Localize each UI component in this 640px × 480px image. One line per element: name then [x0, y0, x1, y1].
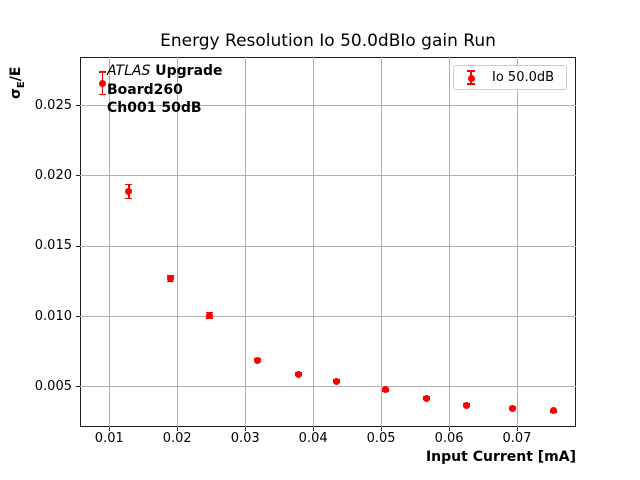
- y-gridline: [80, 316, 576, 318]
- y-tick-mark: [76, 386, 80, 388]
- x-tick-label: 0.05: [366, 431, 396, 446]
- data-point: [550, 407, 558, 415]
- legend-entry-label: Io 50.0dB: [492, 70, 555, 85]
- x-tick-mark: [516, 427, 518, 431]
- x-gridline: [108, 57, 110, 427]
- data-point: [253, 356, 261, 364]
- y-axis-label-subscript: E: [15, 81, 27, 89]
- y-tick-label: 0.005: [34, 378, 72, 394]
- errorbar-dot: [467, 74, 475, 82]
- data-point: [333, 377, 341, 385]
- annotation-line-2: Board260: [107, 81, 183, 98]
- y-gridline: [80, 175, 576, 177]
- errorbar-bottom-cap: [467, 83, 475, 85]
- annotation-atlas-text: ATLAS: [107, 63, 151, 79]
- y-tick-mark: [76, 175, 80, 177]
- x-tick-label: 0.01: [94, 431, 124, 446]
- chart-title: Energy Resolution Io 50.0dBIo gain Run: [160, 31, 496, 51]
- x-gridline: [312, 57, 314, 427]
- x-tick-label: 0.03: [230, 431, 260, 446]
- data-point: [382, 386, 390, 394]
- plot-area: [80, 57, 576, 427]
- y-gridline: [80, 245, 576, 247]
- y-gridline: [80, 386, 576, 388]
- y-tick-label: 0.010: [34, 308, 72, 324]
- legend-box: Io 50.0dB: [453, 65, 567, 90]
- annotation-line-3: Ch001 50dB: [107, 100, 202, 116]
- annotation-upgrade-text: Upgrade: [150, 63, 223, 79]
- y-tick-label: 0.020: [34, 167, 72, 183]
- x-gridline: [244, 57, 246, 427]
- x-tick-mark: [108, 427, 110, 431]
- x-gridline: [380, 57, 382, 427]
- data-point: [509, 404, 517, 412]
- x-tick-label: 0.06: [434, 431, 464, 446]
- x-tick-mark: [312, 427, 314, 431]
- x-tick-mark: [176, 427, 178, 431]
- data-point: [295, 370, 303, 378]
- y-tick-label: 0.015: [34, 238, 72, 254]
- y-tick-mark: [76, 105, 80, 107]
- errorbar-point-icon: [464, 69, 478, 86]
- data-point: [423, 394, 431, 402]
- data-point: [98, 79, 106, 87]
- error-bar-top-cap: [125, 183, 133, 186]
- x-tick-label: 0.02: [162, 431, 192, 446]
- y-tick-mark: [76, 316, 80, 318]
- x-gridline: [516, 57, 518, 427]
- x-tick-mark: [380, 427, 382, 431]
- x-gridline: [176, 57, 178, 427]
- x-tick-label: 0.04: [298, 431, 328, 446]
- data-point: [125, 187, 133, 195]
- x-tick-mark: [244, 427, 246, 431]
- y-tick-label: 0.025: [34, 97, 72, 113]
- error-bar-bottom-cap: [98, 93, 106, 96]
- y-tick-mark: [76, 245, 80, 247]
- y-axis-label-suffix: /E: [8, 66, 24, 82]
- x-tick-label: 0.07: [502, 431, 532, 446]
- x-gridline: [448, 57, 450, 427]
- y-axis-label: σE/E: [8, 67, 27, 99]
- data-point: [206, 311, 214, 319]
- x-axis-label: Input Current [mA]: [425, 449, 576, 465]
- data-point: [166, 275, 174, 283]
- error-bar-bottom-cap: [125, 197, 133, 200]
- y-gridline: [80, 105, 576, 107]
- atlas-annotation: ATLAS Upgrade Board260 Ch001 50dB: [107, 62, 223, 118]
- error-bar-top-cap: [98, 71, 106, 73]
- x-tick-mark: [448, 427, 450, 431]
- data-point: [463, 401, 471, 409]
- annotation-line-1: ATLAS Upgrade: [107, 62, 223, 81]
